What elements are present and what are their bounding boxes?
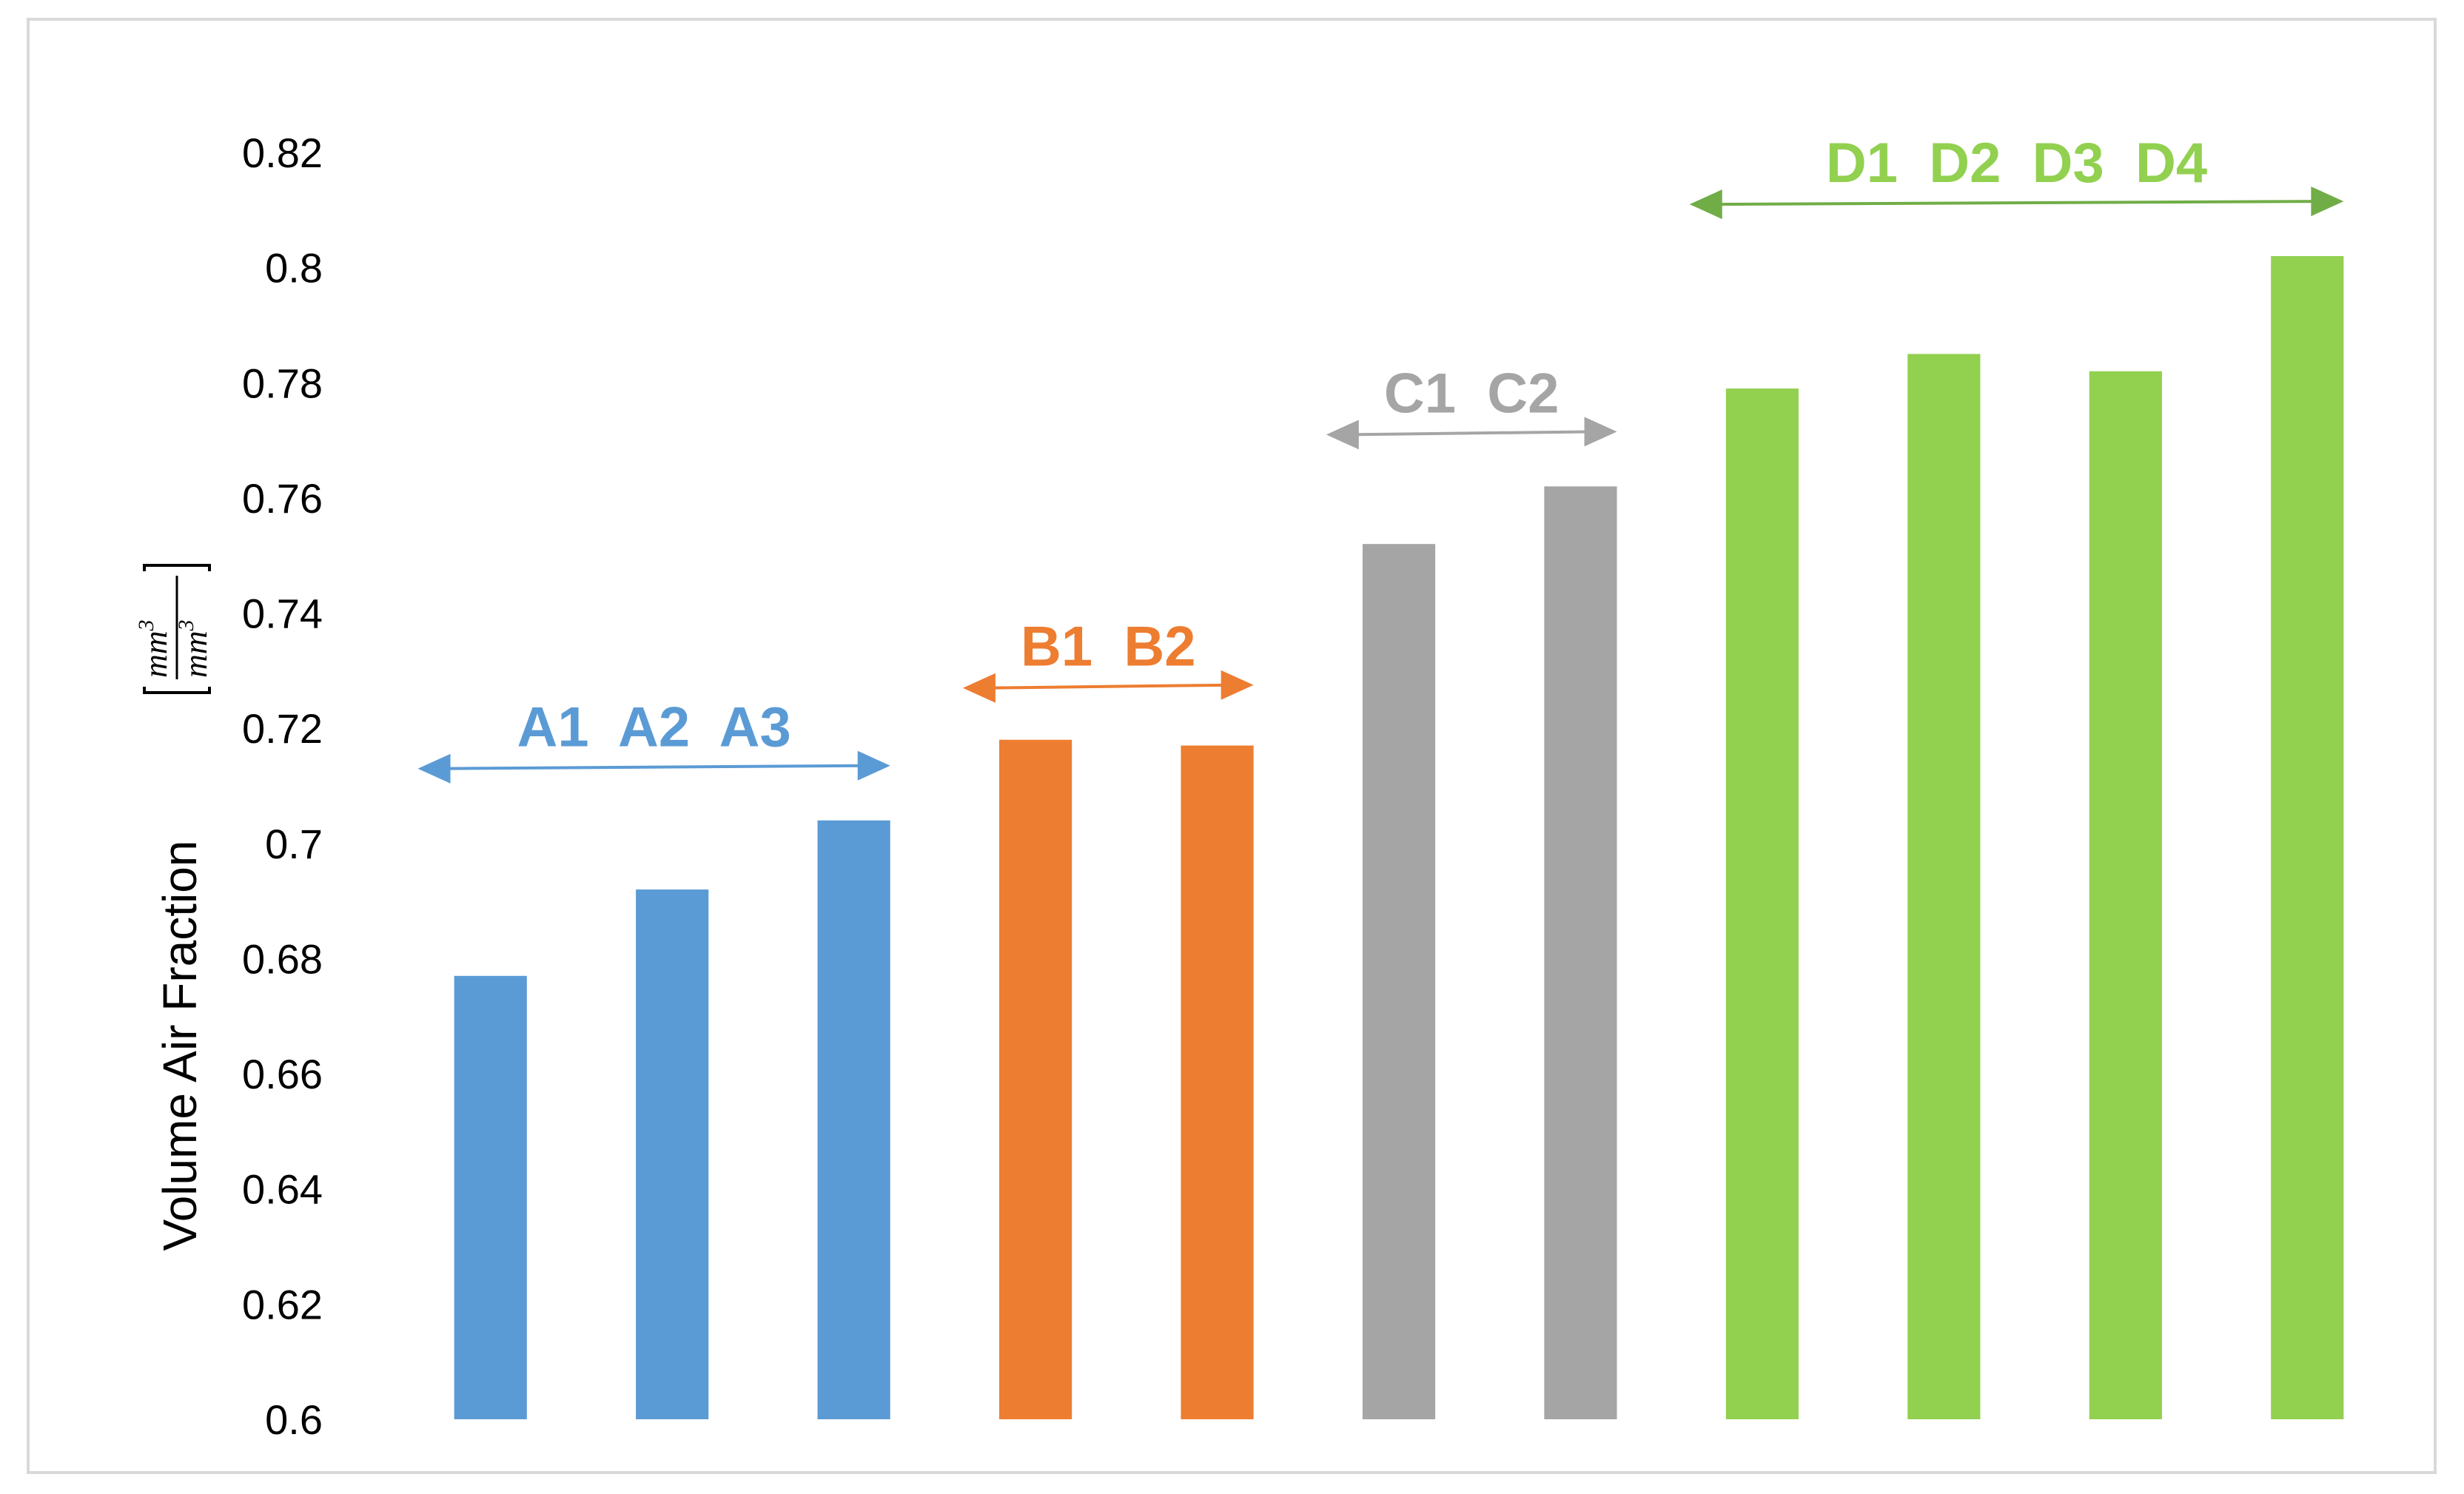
- y-tick-label: 0.66: [242, 1051, 323, 1097]
- group-arrow-3: [1711, 200, 2322, 206]
- y-axis-title-group: Volume Air Fraction mm3 mm3: [134, 564, 214, 1251]
- bar-B1: [999, 739, 1072, 1419]
- bar-D4: [2271, 256, 2344, 1419]
- y-axis-ticks: 0.6 0.62 0.64 0.66 0.68 0.7 0.72 0.74 0.76 0.78 0.…: [242, 129, 323, 1443]
- y-tick-label: 0.7: [265, 821, 323, 867]
- y-tick-label: 0.72: [242, 705, 323, 752]
- bar-A3: [817, 820, 890, 1419]
- y-tick-label: 0.8: [265, 245, 323, 292]
- group-arrow-head: [2311, 186, 2344, 217]
- bar-D1: [1725, 388, 1799, 1419]
- bar-chart: 0.6 0.62 0.64 0.66 0.68 0.7 0.72 0.74 0.76 0.78 0.…: [134, 129, 2344, 1443]
- group-arrow-head: [1326, 420, 1359, 450]
- group-arrow-head: [1584, 417, 1617, 447]
- y-tick-label: 0.6: [265, 1396, 323, 1443]
- group-label-3: D1 D2 D3 D4: [1826, 132, 2207, 195]
- bar-C1: [1362, 544, 1436, 1420]
- group-annotations: A1 A2 A3 B1 B2 C1 C2 D1 D2 D3 D4: [417, 132, 2344, 784]
- bar-D3: [2089, 371, 2162, 1419]
- y-axis-title: Volume Air Fraction: [153, 841, 207, 1251]
- group-arrow-head: [857, 750, 890, 781]
- y-axis-unit: mm3 mm3: [134, 564, 214, 694]
- group-arrow-1: [984, 683, 1232, 690]
- bars: [454, 256, 2344, 1420]
- y-tick-label: 0.64: [242, 1166, 323, 1213]
- bar-A1: [454, 975, 527, 1419]
- unit-numerator: mm3: [134, 619, 174, 678]
- group-arrow-2: [1348, 430, 1595, 437]
- group-arrow-head: [1221, 670, 1254, 700]
- chart-frame: 0.6 0.62 0.64 0.66 0.68 0.7 0.72 0.74 0.76 0.78 0.…: [27, 18, 2437, 1474]
- bar-D2: [1907, 354, 1981, 1419]
- y-tick-label: 0.78: [242, 360, 323, 406]
- unit-denominator: mm3: [174, 619, 214, 678]
- y-tick-label: 0.74: [242, 590, 323, 637]
- y-tick-label: 0.76: [242, 475, 323, 522]
- bar-B2: [1181, 745, 1254, 1419]
- y-tick-label: 0.62: [242, 1281, 323, 1328]
- group-arrow-head: [1689, 189, 1722, 220]
- bar-A2: [636, 889, 709, 1419]
- bar-C2: [1544, 486, 1617, 1419]
- group-label-0: A1 A2 A3: [517, 696, 790, 759]
- group-arrow-head: [417, 753, 451, 784]
- group-arrow-head: [962, 673, 996, 703]
- y-tick-label: 0.82: [242, 129, 323, 176]
- group-arrow-0: [440, 764, 868, 770]
- group-label-2: C1 C2: [1384, 362, 1560, 425]
- y-tick-label: 0.68: [242, 935, 323, 982]
- group-label-1: B1 B2: [1021, 616, 1196, 679]
